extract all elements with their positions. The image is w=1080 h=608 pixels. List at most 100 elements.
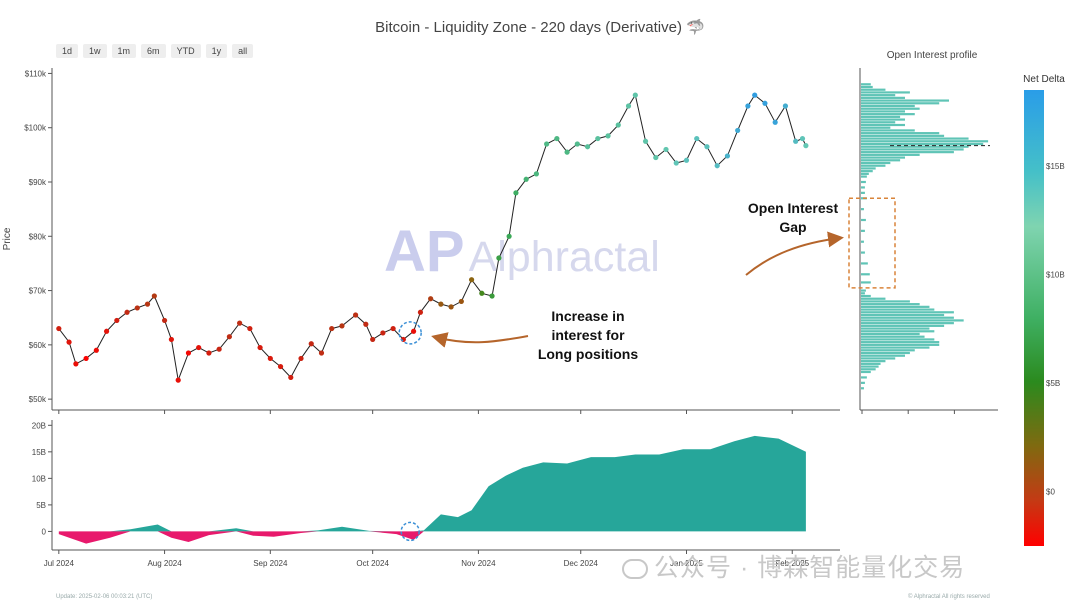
oi-profile-bar bbox=[861, 273, 870, 276]
oi-profile-bar bbox=[861, 208, 864, 211]
delta-y-tick-label: 20B bbox=[32, 421, 46, 430]
oi-profile-bar bbox=[861, 156, 905, 159]
colorbar-tick-label: $5B bbox=[1046, 379, 1060, 388]
price-point bbox=[745, 103, 751, 109]
annotation-long-positions: Increase in interest for Long positions bbox=[538, 308, 639, 362]
price-point bbox=[237, 320, 243, 326]
oi-profile-bar bbox=[861, 83, 871, 86]
price-y-tick-label: $100k bbox=[24, 124, 47, 133]
price-point bbox=[448, 304, 454, 310]
range-button-1w[interactable]: 1w bbox=[83, 44, 107, 58]
oi-profile-bar bbox=[861, 104, 915, 108]
colorbar-title: Net Delta bbox=[1023, 74, 1065, 85]
price-point bbox=[438, 301, 444, 307]
oi-profile-bar bbox=[861, 319, 964, 322]
price-point bbox=[615, 122, 621, 128]
oi-profile-bar bbox=[861, 362, 881, 365]
logo-mark: AP bbox=[384, 219, 465, 284]
price-point bbox=[496, 255, 502, 261]
price-point bbox=[489, 293, 495, 299]
colorbar-tick-label: $15B bbox=[1046, 162, 1065, 171]
oi-profile-bar bbox=[861, 142, 984, 146]
range-button-6m[interactable]: 6m bbox=[141, 44, 166, 58]
price-point bbox=[151, 293, 157, 299]
price-point bbox=[694, 135, 700, 142]
colorbar-tick-label: $0 bbox=[1046, 488, 1055, 497]
oi-profile-bar bbox=[861, 387, 864, 390]
price-point bbox=[762, 100, 768, 106]
price-point bbox=[663, 146, 669, 153]
price-point bbox=[574, 141, 580, 147]
price-point bbox=[168, 336, 174, 343]
oi-profile-bar bbox=[861, 153, 920, 156]
price-point bbox=[632, 92, 638, 98]
oi-profile-bar bbox=[861, 313, 945, 317]
oi-profile-bar bbox=[861, 294, 871, 298]
oi-profile-bar bbox=[861, 327, 930, 330]
price-point bbox=[318, 350, 325, 356]
range-button-1y[interactable]: 1y bbox=[205, 44, 228, 58]
price-point bbox=[803, 143, 809, 149]
range-selector: 1d 1w 1m 6m YTD 1y all bbox=[56, 44, 254, 58]
price-point bbox=[782, 103, 789, 109]
oi-profile-bar bbox=[861, 360, 886, 363]
oi-profile-bar bbox=[861, 346, 930, 349]
oi-profile-bar bbox=[861, 134, 945, 137]
price-point bbox=[683, 157, 690, 163]
price-point bbox=[642, 138, 649, 144]
price-point bbox=[468, 277, 475, 283]
oi-profile-bar bbox=[861, 148, 964, 151]
x-tick-label: Jul 2024 bbox=[44, 559, 75, 568]
x-tick-label: Jan 2025 bbox=[670, 559, 703, 568]
price-point bbox=[298, 355, 304, 362]
range-button-1m[interactable]: 1m bbox=[111, 44, 137, 58]
price-point bbox=[564, 149, 570, 155]
price-point bbox=[380, 330, 386, 336]
oi-profile-bar bbox=[861, 229, 865, 232]
price-point bbox=[206, 350, 212, 356]
price-y-axis-label: Price bbox=[2, 227, 13, 250]
oi-profile-bar bbox=[861, 324, 945, 327]
range-button-1d[interactable]: 1d bbox=[56, 44, 79, 58]
oi-gap-arrow bbox=[745, 231, 844, 276]
oi-profile-bar bbox=[861, 94, 896, 97]
oi-profile-bar bbox=[861, 137, 969, 140]
price-y-tick-label: $90k bbox=[29, 178, 47, 187]
highlight-circle-delta bbox=[400, 521, 420, 542]
oi-profile-bar bbox=[861, 357, 896, 360]
price-point bbox=[544, 141, 550, 147]
oi-profile-bar bbox=[861, 123, 905, 127]
price-point bbox=[308, 341, 314, 347]
oi-profile-bar bbox=[861, 368, 876, 371]
highlight-circle-price bbox=[398, 321, 422, 345]
oi-profile-bar bbox=[861, 281, 871, 284]
price-point bbox=[428, 296, 434, 302]
oi-profile-bar bbox=[861, 381, 865, 384]
oi-profile-bar bbox=[861, 170, 873, 173]
range-button-all[interactable]: all bbox=[232, 44, 254, 58]
oi-profile-bar bbox=[861, 129, 915, 132]
price-point bbox=[175, 377, 181, 383]
oi-profile-bar bbox=[861, 96, 905, 99]
range-button-ytd[interactable]: YTD bbox=[170, 44, 201, 58]
price-point bbox=[513, 190, 519, 196]
price-point bbox=[103, 328, 110, 334]
oi-profile-bar bbox=[861, 102, 940, 105]
x-tick-label: Sep 2024 bbox=[253, 559, 288, 568]
delta-y-tick-label: 15B bbox=[32, 448, 46, 457]
oi-profile-bar bbox=[861, 370, 871, 374]
oi-profile-bar bbox=[861, 251, 865, 254]
price-y-tick-label: $50k bbox=[29, 395, 47, 404]
price-point bbox=[257, 344, 263, 351]
price-point bbox=[83, 355, 89, 362]
oi-profile-bar bbox=[861, 300, 910, 303]
oi-profile-bar bbox=[861, 311, 954, 314]
oi-profile-bar bbox=[861, 332, 920, 336]
price-point bbox=[363, 321, 369, 327]
update-timestamp: Update: 2025-02-06 00:03:21 (UTC) bbox=[56, 594, 153, 600]
annotation-oi-gap: Open Interest Gap bbox=[748, 200, 839, 235]
price-point bbox=[595, 135, 601, 142]
oi-profile-bar bbox=[861, 126, 891, 129]
oi-profile-bar bbox=[861, 218, 866, 222]
